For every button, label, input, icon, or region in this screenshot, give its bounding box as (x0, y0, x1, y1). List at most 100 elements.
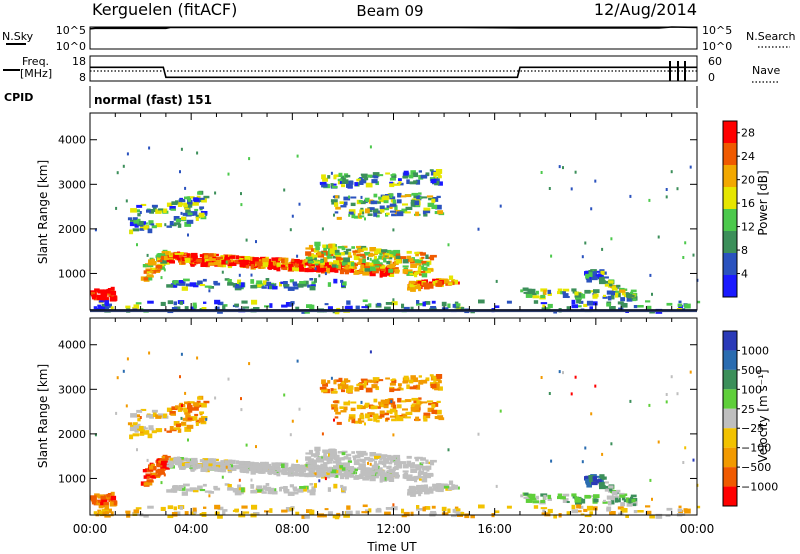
data-cell (100, 296, 105, 302)
data-cell (610, 237, 613, 241)
data-cell (256, 261, 263, 267)
data-cell (311, 473, 318, 477)
data-cell (325, 456, 332, 461)
data-cell (181, 216, 186, 221)
data-cell (272, 490, 278, 495)
data-cell (160, 471, 165, 475)
data-cell (204, 490, 212, 493)
data-cell (689, 370, 692, 374)
data-cell (416, 303, 423, 306)
data-cell (415, 211, 420, 217)
x-axis-title: Time UT (366, 540, 417, 554)
data-cell (389, 183, 395, 188)
data-cell (304, 514, 310, 519)
data-cell (309, 285, 316, 291)
data-cell (353, 270, 359, 275)
data-cell (151, 270, 157, 274)
data-cell (396, 211, 404, 217)
data-cell (201, 198, 207, 203)
data-cell (340, 205, 347, 208)
data-cell (339, 406, 344, 410)
data-cell (682, 461, 685, 464)
data-cell (441, 506, 447, 512)
data-cell (110, 495, 117, 501)
data-cell (225, 465, 228, 469)
data-cell (238, 464, 246, 468)
data-cell (158, 462, 163, 466)
data-cell (371, 259, 379, 265)
data-cell (336, 257, 344, 261)
data-cell (404, 211, 411, 214)
data-cell (199, 403, 203, 408)
data-cell (583, 508, 588, 512)
data-cell (560, 291, 564, 295)
data-cell (341, 457, 345, 461)
data-cell (333, 213, 335, 217)
data-cell (359, 473, 366, 476)
data-cell (648, 403, 651, 407)
data-cell (150, 428, 155, 431)
data-cell (184, 207, 190, 210)
data-cell (588, 272, 593, 277)
data-cell (212, 461, 219, 465)
data-cell (199, 513, 204, 516)
data-cell (571, 504, 576, 510)
data-cell (299, 264, 304, 269)
velocity-colorbar-title: Velocity [m s⁻¹] (756, 369, 770, 462)
data-cell (421, 461, 425, 464)
data-cell (328, 448, 333, 454)
data-cell (108, 293, 113, 298)
data-cell (416, 251, 423, 255)
data-cell (260, 265, 266, 269)
data-cell (245, 238, 248, 242)
data-cell (637, 510, 644, 513)
data-cell (157, 458, 164, 462)
data-cell (398, 383, 402, 387)
data-cell (245, 443, 248, 447)
data-cell (584, 241, 587, 245)
data-cell (326, 253, 330, 257)
data-cell (129, 222, 135, 227)
freq-tick-bottom: 8 (79, 71, 86, 84)
velocity-colorbar-swatch (723, 447, 737, 468)
data-cell (271, 257, 279, 261)
data-cell (303, 281, 307, 287)
data-cell (332, 514, 337, 519)
data-cell (692, 253, 695, 257)
data-cell (543, 494, 547, 500)
data-cell (125, 305, 131, 309)
data-cell (419, 273, 424, 276)
data-cell (310, 248, 317, 252)
data-cell (214, 511, 220, 516)
data-cell (370, 200, 378, 205)
data-cell (208, 494, 211, 498)
data-cell (410, 281, 416, 285)
data-cell (499, 409, 502, 413)
data-cell (127, 422, 133, 426)
data-cell (181, 261, 186, 265)
data-cell (321, 388, 328, 393)
data-cell (414, 251, 420, 255)
data-cell (404, 416, 411, 419)
data-cell (425, 459, 429, 465)
data-cell (308, 261, 314, 264)
data-cell (352, 250, 358, 253)
data-cell (410, 404, 416, 410)
data-cell (630, 289, 637, 293)
data-cell (585, 273, 590, 279)
data-cell (132, 433, 140, 437)
data-cell (204, 467, 208, 472)
data-cell (146, 476, 152, 479)
data-cell (437, 380, 442, 384)
data-cell (368, 508, 372, 513)
data-cell (391, 213, 397, 217)
data-cell (327, 256, 333, 259)
data-cell (353, 456, 357, 461)
data-cell (574, 170, 577, 174)
data-cell (327, 306, 333, 311)
data-cell (293, 286, 299, 290)
data-cell (182, 417, 188, 421)
data-cell (179, 203, 184, 206)
data-cell (304, 473, 309, 478)
data-cell (137, 213, 141, 217)
